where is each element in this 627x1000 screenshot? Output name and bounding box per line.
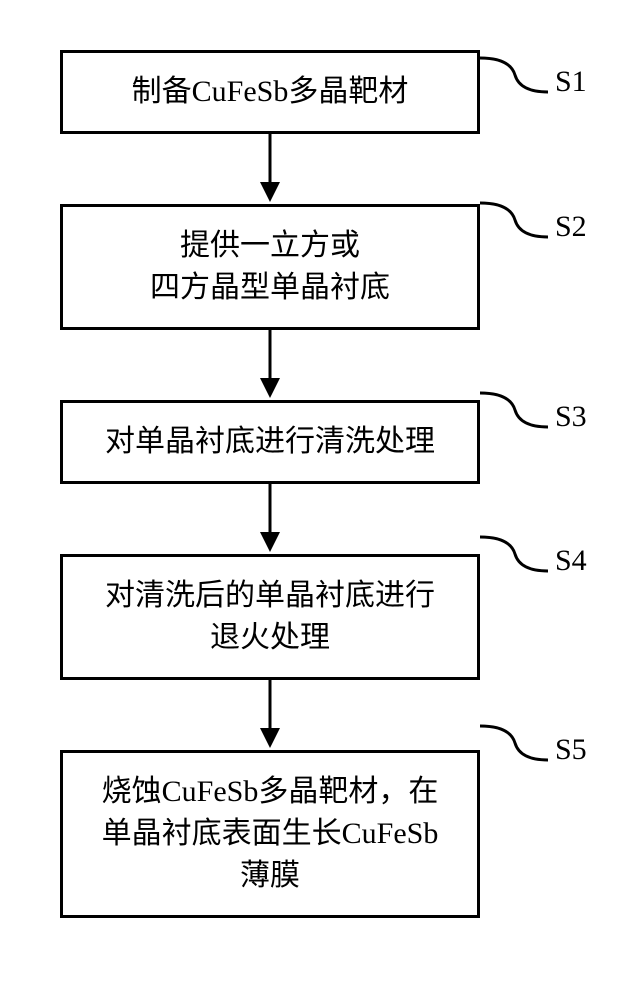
step-box-s2: 提供一立方或 四方晶型单晶衬底 — [60, 204, 480, 330]
arrow-s1-s2 — [60, 134, 480, 204]
step-label-s2: S2 — [555, 210, 587, 244]
step-text: 对单晶衬底进行清洗处理 — [105, 425, 435, 458]
arrow-s2-s3 — [60, 330, 480, 400]
step-text-line2: 单晶衬底表面生长CuFeSb — [102, 817, 439, 850]
step-text-line1: 提供一立方或 — [180, 229, 360, 262]
step-text-line3: 薄膜 — [240, 859, 300, 892]
step-box-s3: 对单晶衬底进行清洗处理 — [60, 400, 480, 484]
step-text: 制备CuFeSb多晶靶材 — [132, 75, 409, 108]
step-label-s3: S3 — [555, 400, 587, 434]
step-text-line1: 烧蚀CuFeSb多晶靶材，在 — [102, 775, 439, 808]
step-box-s1: 制备CuFeSb多晶靶材 — [60, 50, 480, 134]
arrow-s4-s5 — [60, 680, 480, 750]
step-label-s1: S1 — [555, 65, 587, 99]
label-curve-s1 — [480, 50, 560, 100]
flowchart-container: 制备CuFeSb多晶靶材 提供一立方或 四方晶型单晶衬底 对单晶衬底进行清洗处理… — [60, 50, 480, 918]
label-curve-s3 — [480, 385, 560, 435]
step-box-s5: 烧蚀CuFeSb多晶靶材，在 单晶衬底表面生长CuFeSb 薄膜 — [60, 750, 480, 918]
step-text-line1: 对清洗后的单晶衬底进行 — [105, 579, 435, 612]
step-box-s4: 对清洗后的单晶衬底进行 退火处理 — [60, 554, 480, 680]
arrow-s3-s4 — [60, 484, 480, 554]
step-label-s4: S4 — [555, 544, 587, 578]
label-curve-s2 — [480, 195, 560, 245]
step-text-line2: 四方晶型单晶衬底 — [150, 271, 390, 304]
step-label-s5: S5 — [555, 733, 587, 767]
label-curve-s4 — [480, 529, 560, 579]
label-curve-s5 — [480, 718, 560, 768]
step-text-line2: 退火处理 — [210, 621, 330, 654]
